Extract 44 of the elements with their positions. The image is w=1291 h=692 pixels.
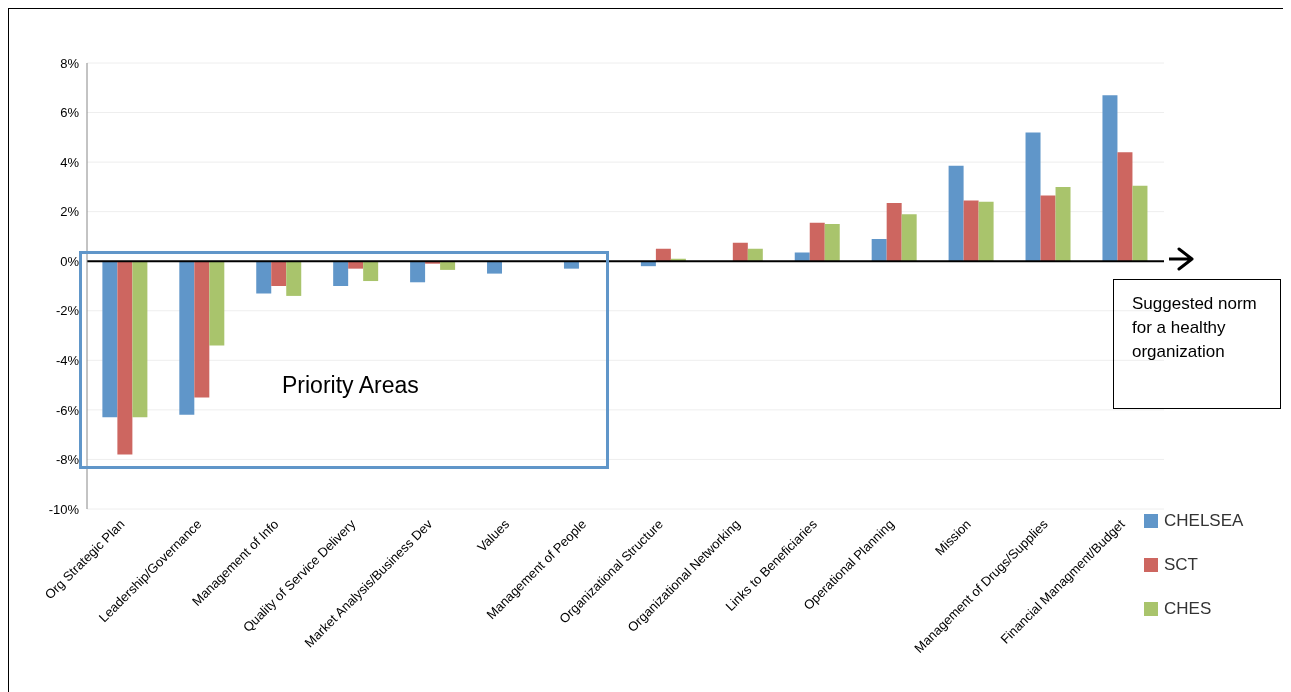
bar	[963, 200, 979, 262]
legend-label: SCT	[1164, 555, 1198, 575]
y-tick-label: -4%	[55, 352, 80, 368]
annotation: Suggested norm for a healthy organization	[1113, 279, 1281, 409]
y-tick-label: 2%	[60, 204, 80, 220]
bar	[1102, 95, 1118, 262]
priority-outline: Priority Areas	[79, 251, 609, 469]
bar	[209, 261, 225, 346]
bar	[363, 261, 379, 282]
bar	[194, 261, 210, 398]
y-tick-label: 0%	[60, 253, 80, 269]
bar	[1117, 152, 1133, 262]
bar	[256, 261, 272, 294]
bar	[487, 261, 503, 274]
bar	[901, 214, 917, 262]
bar	[333, 261, 349, 286]
bar	[886, 202, 902, 262]
y-tick-label: -8%	[55, 452, 80, 468]
bar	[410, 261, 426, 283]
bar	[102, 261, 118, 418]
bar	[117, 261, 133, 455]
bar	[824, 224, 840, 262]
y-tick-label: 8%	[60, 55, 80, 71]
bar	[286, 261, 302, 296]
bar	[1132, 185, 1148, 262]
legend-label: CHES	[1164, 599, 1212, 619]
y-tick-label: 4%	[60, 154, 80, 170]
bar	[1025, 132, 1041, 262]
bar	[809, 222, 825, 262]
bar	[132, 261, 148, 418]
bar	[978, 201, 994, 262]
annotation: Priority Areas	[282, 372, 419, 399]
bar	[1055, 186, 1071, 262]
bar	[948, 165, 964, 262]
bar	[271, 261, 287, 286]
bar	[1040, 195, 1056, 262]
bar	[871, 238, 887, 262]
bar	[179, 261, 195, 415]
y-tick-label: -10%	[48, 501, 80, 517]
y-tick-label: 6%	[60, 105, 80, 121]
bar	[732, 242, 748, 262]
y-tick-label: -6%	[55, 402, 80, 418]
y-tick-label: -2%	[55, 303, 80, 319]
legend-label: CHELSEA	[1164, 511, 1244, 531]
